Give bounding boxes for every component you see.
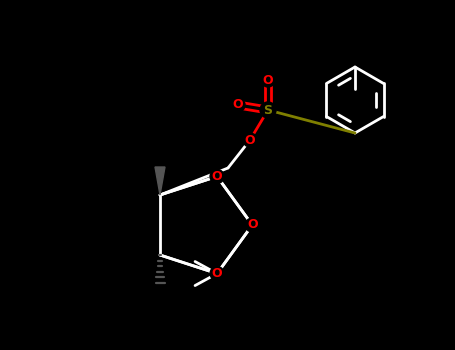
Circle shape xyxy=(231,98,245,112)
Text: O: O xyxy=(263,74,273,86)
Text: O: O xyxy=(245,133,255,147)
Circle shape xyxy=(210,169,224,183)
Polygon shape xyxy=(155,167,165,195)
Text: O: O xyxy=(247,218,258,231)
Circle shape xyxy=(243,133,257,147)
Circle shape xyxy=(261,73,275,87)
Text: O: O xyxy=(212,267,222,280)
Circle shape xyxy=(260,102,276,118)
Text: O: O xyxy=(233,98,243,112)
Text: O: O xyxy=(212,170,222,183)
Circle shape xyxy=(245,218,259,232)
Circle shape xyxy=(210,267,224,281)
Text: S: S xyxy=(263,104,273,117)
